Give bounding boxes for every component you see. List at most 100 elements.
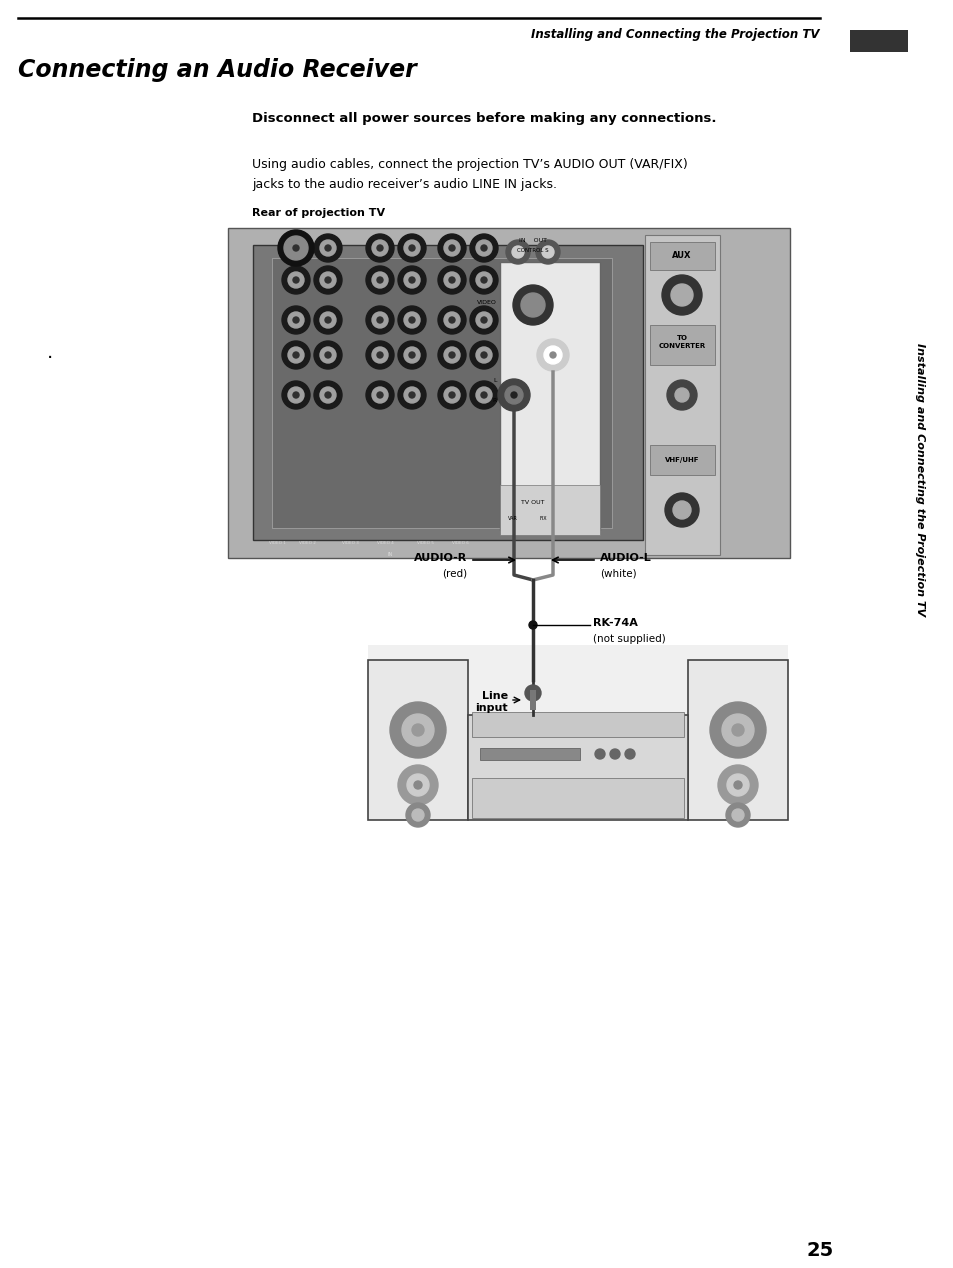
Circle shape (403, 347, 419, 363)
Circle shape (282, 380, 310, 410)
Circle shape (536, 240, 559, 264)
Circle shape (376, 245, 382, 251)
Circle shape (443, 387, 459, 403)
Circle shape (319, 240, 335, 256)
Circle shape (282, 266, 310, 294)
Text: VIDEO: VIDEO (476, 299, 497, 304)
Circle shape (397, 341, 426, 369)
Text: VAR: VAR (508, 516, 517, 520)
Circle shape (397, 306, 426, 333)
Text: L: L (493, 378, 497, 383)
FancyBboxPatch shape (499, 484, 599, 535)
Text: Installing and Connecting the Projection TV: Installing and Connecting the Projection… (531, 28, 820, 41)
Circle shape (366, 341, 394, 369)
Circle shape (443, 312, 459, 328)
Circle shape (376, 317, 382, 323)
Circle shape (449, 317, 455, 323)
Circle shape (595, 749, 604, 760)
Circle shape (449, 276, 455, 283)
Circle shape (319, 273, 335, 288)
Circle shape (366, 235, 394, 262)
Circle shape (470, 266, 497, 294)
Circle shape (366, 306, 394, 333)
Circle shape (529, 621, 537, 629)
Circle shape (476, 312, 492, 328)
Circle shape (731, 809, 743, 820)
Text: RK-74A: RK-74A (593, 618, 638, 628)
Circle shape (480, 276, 486, 283)
Circle shape (476, 273, 492, 288)
Text: VIDEO 2: VIDEO 2 (298, 541, 315, 545)
Circle shape (470, 306, 497, 333)
Circle shape (437, 235, 465, 262)
Text: VIDEO 6: VIDEO 6 (451, 541, 468, 545)
FancyBboxPatch shape (272, 257, 612, 527)
Text: Line
input: Line input (475, 691, 507, 713)
Circle shape (497, 379, 530, 411)
FancyBboxPatch shape (687, 661, 787, 820)
Circle shape (325, 245, 331, 251)
Circle shape (661, 275, 701, 314)
Text: VHF/UHF: VHF/UHF (664, 456, 699, 463)
Circle shape (401, 714, 434, 746)
Circle shape (718, 765, 758, 805)
Circle shape (443, 240, 459, 256)
Text: IN    OUT: IN OUT (518, 238, 546, 243)
Circle shape (670, 284, 692, 306)
FancyBboxPatch shape (368, 645, 787, 820)
Circle shape (449, 353, 455, 358)
Circle shape (403, 387, 419, 403)
Circle shape (543, 346, 561, 364)
Circle shape (397, 380, 426, 410)
Circle shape (293, 353, 298, 358)
Circle shape (541, 246, 554, 257)
FancyBboxPatch shape (530, 690, 536, 710)
Circle shape (412, 724, 423, 735)
Circle shape (672, 501, 690, 519)
Circle shape (537, 339, 568, 372)
FancyBboxPatch shape (649, 242, 714, 270)
FancyBboxPatch shape (649, 325, 714, 365)
Text: CONTROL S: CONTROL S (517, 249, 548, 254)
Text: VIDEO 3: VIDEO 3 (341, 541, 358, 545)
Circle shape (524, 685, 540, 701)
Circle shape (504, 385, 522, 404)
FancyBboxPatch shape (849, 30, 907, 52)
Circle shape (366, 266, 394, 294)
FancyBboxPatch shape (499, 262, 599, 530)
Circle shape (376, 276, 382, 283)
Circle shape (409, 276, 415, 283)
Circle shape (726, 773, 748, 796)
Circle shape (609, 749, 619, 760)
Circle shape (314, 306, 341, 333)
FancyBboxPatch shape (479, 748, 579, 760)
Circle shape (403, 240, 419, 256)
Circle shape (480, 245, 486, 251)
Circle shape (277, 230, 314, 266)
Circle shape (675, 388, 688, 402)
Circle shape (284, 236, 308, 260)
Circle shape (624, 749, 635, 760)
FancyBboxPatch shape (649, 445, 714, 476)
Circle shape (512, 246, 523, 257)
Circle shape (372, 240, 388, 256)
Circle shape (664, 493, 699, 527)
Circle shape (372, 312, 388, 328)
Circle shape (314, 266, 341, 294)
Circle shape (437, 306, 465, 333)
Circle shape (288, 273, 304, 288)
Text: (not supplied): (not supplied) (593, 634, 665, 644)
Circle shape (480, 392, 486, 398)
Circle shape (366, 380, 394, 410)
Circle shape (407, 773, 429, 796)
Text: (red): (red) (441, 568, 467, 578)
FancyBboxPatch shape (228, 228, 789, 558)
Circle shape (293, 392, 298, 398)
Text: jacks to the audio receiver’s audio LINE IN jacks.: jacks to the audio receiver’s audio LINE… (252, 178, 557, 191)
Text: Using audio cables, connect the projection TV’s AUDIO OUT (VAR/FIX): Using audio cables, connect the projecti… (252, 158, 687, 171)
Circle shape (721, 714, 753, 746)
FancyBboxPatch shape (368, 661, 468, 820)
Circle shape (314, 235, 341, 262)
Circle shape (376, 392, 382, 398)
FancyBboxPatch shape (468, 715, 687, 820)
